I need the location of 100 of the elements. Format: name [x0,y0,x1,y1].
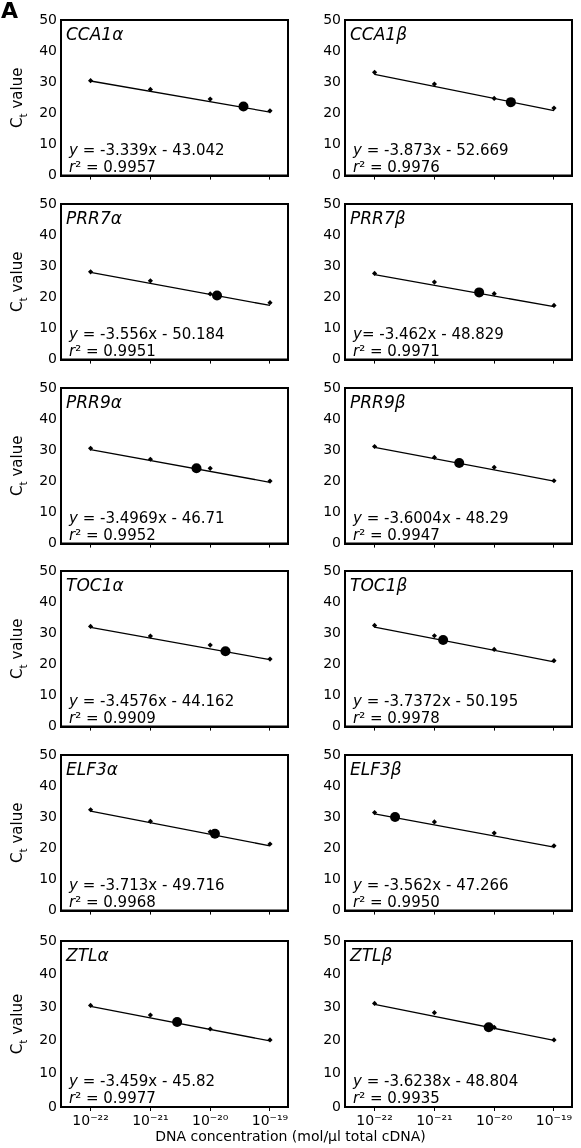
y-tick-label: 0 [332,166,341,183]
point [491,647,497,653]
x-tick-label: 10⁻²² [356,1112,393,1129]
point [371,69,378,75]
y-tick-label: 30 [39,256,57,273]
chart-title: ZTLα [65,945,109,965]
x-tick-label: 10⁻²⁰ [475,1112,513,1129]
y-tick-label: 40 [323,409,341,426]
annotation: r² = 0.9952 [69,525,156,544]
x-tick-label: 10⁻²⁰ [191,1112,229,1129]
y-tick-label: 30 [323,624,341,641]
annotation: y = -3.7372x - 50.195 [352,691,519,710]
point [491,95,497,102]
y-tick-label: 50 [323,745,341,762]
y-tick-label: 50 [39,745,57,762]
y-tick-label: 0 [48,1097,57,1114]
y-tick-label: 40 [323,41,341,58]
chart-title: PRR7α [66,207,122,228]
chart-title: PRR7β [350,207,406,228]
annotation: y = -3.459x - 45.82 [68,1072,216,1090]
y-tick-label: 10 [323,1064,341,1081]
annotation: y= -3.462x - 48.829 [352,324,504,343]
chart-title: ELF3β [350,759,402,780]
y-axis-title: Ct value [8,802,29,864]
y-tick-label: 0 [48,717,57,734]
annotation: r² = 0.9978 [353,708,440,727]
y-tick-label: 10 [39,1064,57,1081]
y-tick-label: 50 [39,378,57,395]
chart-title: CCA1β [350,24,408,44]
y-tick-label: 0 [48,350,57,367]
y-tick-label: 40 [39,41,57,58]
point [431,454,437,460]
y-tick-label: 20 [39,839,57,856]
y-tick-label: 50 [323,194,341,211]
point [431,81,437,87]
point [207,465,213,471]
point [551,302,557,308]
annotation: y = -3.873x - 52.669 [352,140,509,159]
point [431,819,437,825]
x-tick-label: 10⁻²¹ [416,1112,453,1129]
y-tick-label: 10 [323,135,341,152]
point [87,1002,94,1009]
annotation: r² = 0.9968 [69,892,156,911]
chart-title: PRR9α [66,391,122,412]
y-tick-label: 40 [323,964,341,981]
y-tick-label: 50 [39,931,57,948]
point [371,810,378,816]
y-tick-label: 0 [332,901,341,918]
chart-title: TOC1α [66,575,124,596]
y-tick-label: 10 [323,686,341,703]
y-tick-label: 0 [332,533,341,550]
point [491,290,497,297]
y-tick-label: 50 [323,931,341,948]
y-tick-label: 30 [39,998,57,1015]
y-tick-label: 50 [39,562,57,579]
annotation: y = -3.339x - 43.042 [68,140,225,159]
y-axis-title: Ct value [8,67,29,128]
annotation: r² = 0.9971 [353,341,440,360]
y-tick-label: 10 [39,870,57,887]
point [147,1012,153,1018]
y-tick-label: 0 [332,1097,341,1114]
y-tick-label: 10 [323,870,341,887]
annotation: r² = 0.9935 [353,1089,440,1107]
point [147,278,153,284]
annotation: y = -3.6238x - 48.804 [352,1072,519,1090]
x-axis-title: DNA concentration (mol/μl total cDNA) [154,1128,427,1144]
x-tick-label: 10⁻¹⁹ [251,1112,289,1129]
y-tick-label: 30 [39,808,57,825]
point [431,1010,437,1016]
annotation: r² = 0.9957 [69,157,156,176]
point [371,623,378,629]
annotation: r² = 0.9950 [353,892,440,911]
chart-title: ZTLβ [349,945,393,965]
point [87,269,94,275]
y-tick-label: 20 [39,287,57,304]
annotation: y = -3.6004x - 48.29 [352,508,509,527]
y-tick-label: 30 [323,808,341,825]
y-tick-label: 50 [323,10,341,27]
point [87,807,94,813]
y-tick-label: 40 [39,225,57,242]
y-tick-label: 10 [323,318,341,335]
y-tick-label: 20 [39,655,57,672]
y-tick-label: 0 [48,901,57,918]
point [371,443,378,449]
y-tick-label: 40 [323,593,341,610]
point [431,633,437,639]
y-tick-label: 40 [323,776,341,793]
text: A [1,0,19,23]
y-tick-label: 30 [323,998,341,1015]
chart-title: ELF3α [66,759,119,780]
y-tick-label: 0 [332,350,341,367]
point [371,270,378,276]
annotation: r² = 0.9976 [353,157,440,176]
point [491,464,497,470]
y-tick-label: 50 [39,194,57,211]
y-tick-label: 30 [323,72,341,89]
y-tick-label: 10 [323,502,341,519]
y-tick-label: 30 [323,256,341,273]
y-axis-title: Ct value [8,435,29,496]
y-tick-label: 30 [39,440,57,457]
